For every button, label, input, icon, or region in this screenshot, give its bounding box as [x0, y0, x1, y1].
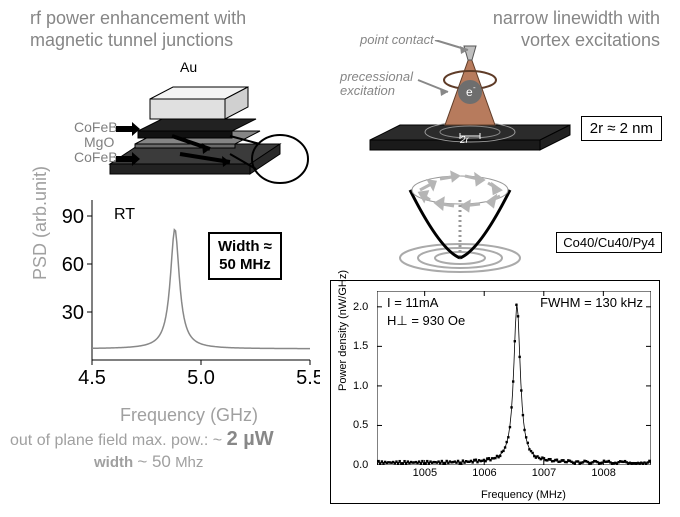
fwhm-i-annot: I = 11mA	[387, 295, 438, 310]
svg-text:5.5: 5.5	[296, 367, 320, 389]
svg-text:60: 60	[62, 254, 84, 276]
svg-text:4.5: 4.5	[78, 367, 106, 389]
fwhm-ytick: 1.5	[353, 340, 371, 352]
psd-rt-label: RT	[114, 206, 135, 224]
fwhm-xtick: 1007	[532, 467, 556, 479]
left-caption-1: out of plane field max. pow.: ~ 2 µW	[10, 428, 274, 451]
left-title: rf power enhancement with magnetic tunne…	[30, 8, 246, 51]
fwhm-ytick: 1.0	[353, 380, 371, 392]
fwhm-h-annot: H⊥ = 930 Oe	[387, 313, 465, 329]
mtj-diagram: Au CoFeB MgO CoFeB	[80, 54, 310, 184]
fwhm-fwhm-annot: FWHM = 130 kHz	[540, 295, 643, 310]
fwhm-ytick: 0.0	[353, 459, 371, 471]
svg-text:30: 30	[62, 302, 84, 324]
r-label: 2r	[460, 135, 469, 146]
left-title-line2: magnetic tunnel junctions	[30, 30, 246, 52]
svg-text:5.0: 5.0	[187, 367, 215, 389]
vortex-mid-diagram	[380, 160, 540, 280]
mtj-cofeb1-label: CoFeB	[74, 119, 118, 135]
radius-box: 2r ≈ 2 nm	[581, 116, 662, 141]
fwhm-xtick: 1006	[472, 467, 496, 479]
svg-text:90: 90	[62, 206, 84, 228]
stack-label: Co40/Cu40/Py4	[556, 232, 662, 253]
fwhm-chart: Power density (nW/GHz) Frequency (MHz) I…	[330, 280, 660, 504]
fwhm-ylabel: Power density (nW/GHz)	[337, 270, 349, 391]
psd-xlabel: Frequency (GHz)	[120, 405, 258, 426]
fwhm-xlabel: Frequency (MHz)	[481, 489, 566, 501]
psd-width-box: Width ≈ 50 MHz	[208, 232, 282, 280]
mtj-au-label: Au	[180, 59, 197, 75]
left-title-line1: rf power enhancement with	[30, 8, 246, 30]
fwhm-xtick: 1008	[591, 467, 615, 479]
psd-ylabel: PSD (arb.unit)	[30, 166, 51, 280]
mtj-cofeb2-label: CoFeB	[74, 149, 118, 165]
svg-text:-: -	[473, 83, 476, 92]
vortex-top-diagram: e - 2r	[340, 40, 540, 160]
psd-chart: 3060904.55.05.5 PSD (arb.unit) Frequency…	[40, 190, 320, 420]
mtj-mgo-label: MgO	[84, 134, 114, 150]
right-title-line1: narrow linewidth with	[493, 8, 660, 30]
fwhm-ytick: 0.5	[353, 419, 371, 431]
fwhm-xtick: 1005	[413, 467, 437, 479]
fwhm-ytick: 2.0	[353, 301, 371, 313]
left-caption-2: width ~ 50 Mhz	[94, 452, 203, 472]
svg-text:e: e	[466, 85, 473, 99]
